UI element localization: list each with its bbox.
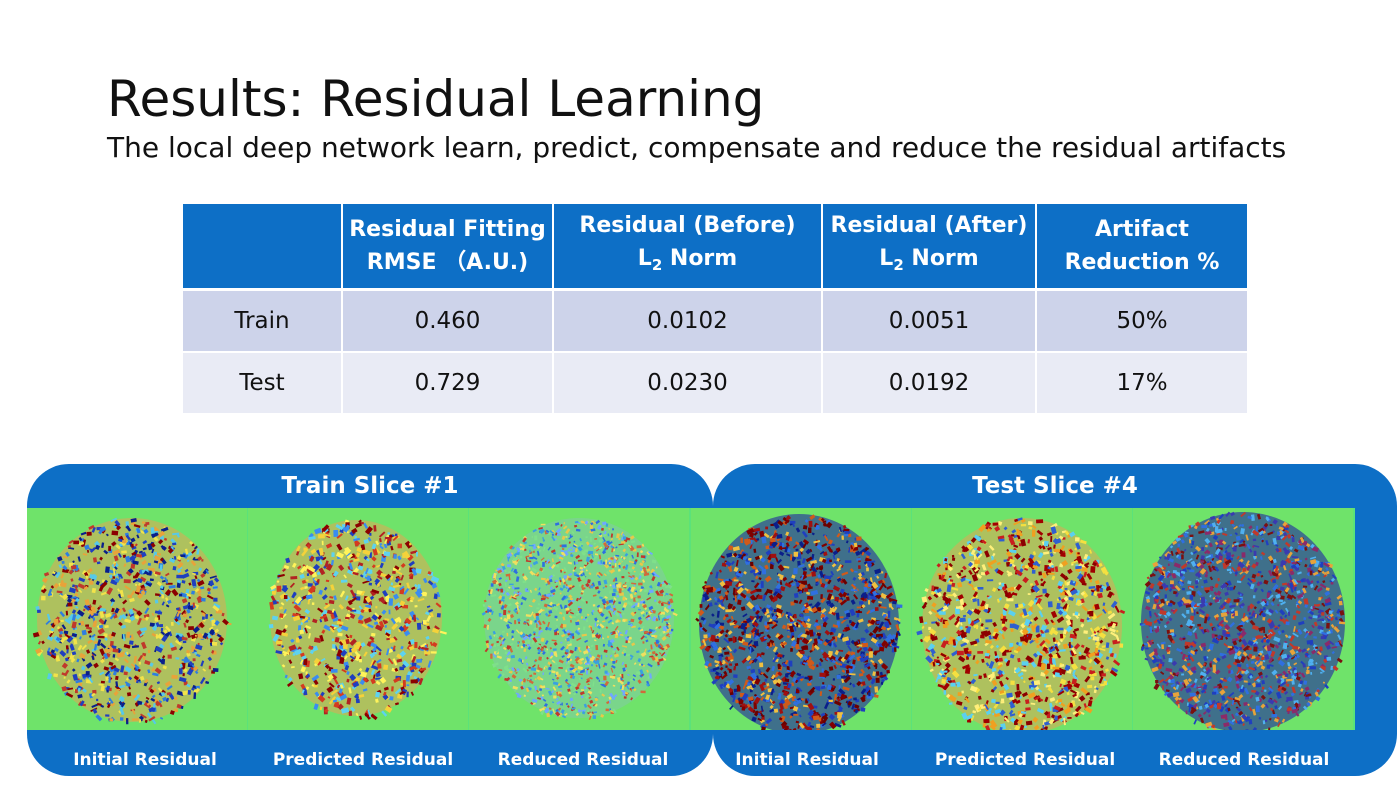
header-line: L2 Norm: [558, 242, 817, 282]
train-predicted-residual-image: [248, 508, 468, 730]
table-cell: 0.0102: [553, 289, 823, 353]
residual-image-strip: [27, 508, 1355, 730]
caption-train-reduced: Reduced Residual: [497, 750, 669, 770]
header-l: L: [637, 246, 652, 271]
table-row: Train 0.460 0.0102 0.0051 50%: [183, 289, 1247, 353]
test-reduced-residual-image: [1133, 508, 1353, 730]
train-panel-title: Train Slice #1: [281, 473, 459, 499]
header-subscript: 2: [893, 256, 904, 274]
train-reduced-residual-image: [469, 508, 689, 730]
slide-subtitle: The local deep network learn, predict, c…: [107, 131, 1287, 164]
table-header-corner: [183, 204, 343, 291]
header-l: L: [879, 246, 894, 271]
table-cell: 0.460: [342, 289, 554, 353]
caption-test-reduced: Reduced Residual: [1158, 750, 1330, 770]
test-predicted-residual-image: [912, 508, 1132, 730]
table-header-row: Residual Fitting RMSE （A.U.) Residual (B…: [183, 204, 1247, 291]
table-header-before: Residual (Before) L2 Norm: [553, 204, 823, 291]
train-initial-residual-image: [27, 508, 247, 730]
header-line: Artifact: [1095, 216, 1189, 242]
header-line: Reduction %: [1064, 249, 1220, 275]
header-norm: Norm: [662, 246, 738, 271]
table-cell: 50%: [1036, 289, 1247, 353]
test-initial-residual-image: [691, 508, 911, 730]
header-norm: Norm: [903, 246, 979, 271]
table-header-after: Residual (After) L2 Norm: [822, 204, 1037, 291]
table-cell: 0.0051: [822, 289, 1037, 353]
row-label: Test: [183, 352, 343, 415]
row-label: Train: [183, 289, 343, 353]
header-line: Residual Fitting: [349, 216, 546, 242]
caption-test-initial: Initial Residual: [735, 750, 879, 770]
caption-test-predicted: Predicted Residual: [934, 750, 1116, 770]
table-cell: 17%: [1036, 352, 1247, 415]
slide-title: Results: Residual Learning: [107, 70, 765, 128]
caption-train-predicted: Predicted Residual: [272, 750, 454, 770]
caption-train-initial: Initial Residual: [73, 750, 217, 770]
test-panel-title: Test Slice #4: [972, 473, 1138, 499]
table-cell: 0.729: [342, 352, 554, 415]
header-line: Residual (After): [830, 213, 1028, 238]
header-line: L2 Norm: [827, 242, 1031, 282]
table-header-rmse: Residual Fitting RMSE （A.U.): [342, 204, 554, 291]
header-subscript: 2: [651, 256, 663, 274]
table-header-reduction: Artifact Reduction %: [1036, 204, 1247, 291]
table-cell: 0.0192: [822, 352, 1037, 415]
header-line: RMSE （A.U.): [366, 249, 529, 275]
table-cell: 0.0230: [553, 352, 823, 415]
header-line: Residual (Before): [579, 213, 796, 238]
table-row: Test 0.729 0.0230 0.0192 17%: [183, 352, 1247, 415]
results-table: Residual Fitting RMSE （A.U.) Residual (B…: [183, 204, 1247, 415]
